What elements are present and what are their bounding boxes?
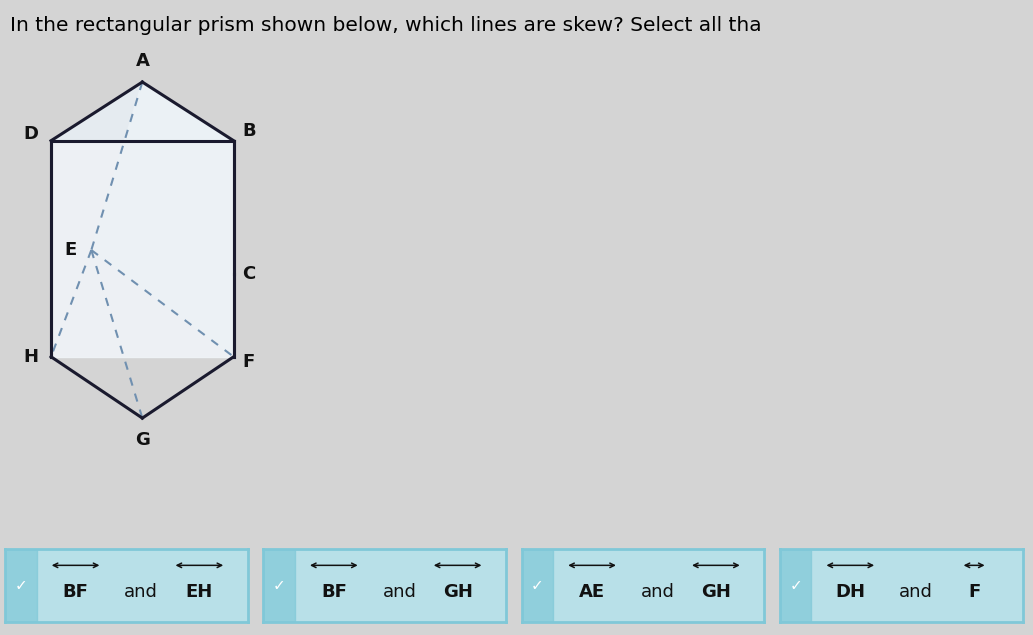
Text: B: B	[242, 122, 255, 140]
Text: F: F	[968, 583, 980, 601]
Text: ✓: ✓	[14, 578, 27, 593]
Text: G: G	[135, 432, 150, 450]
Bar	[780, 549, 812, 622]
Text: GH: GH	[443, 583, 472, 601]
Text: GH: GH	[701, 583, 730, 601]
Bar	[263, 549, 295, 622]
Text: BF: BF	[321, 583, 347, 601]
Text: In the rectangular prism shown below, which lines are skew? Select all tha: In the rectangular prism shown below, wh…	[10, 16, 762, 35]
Text: A: A	[135, 51, 150, 70]
Text: BF: BF	[63, 583, 89, 601]
Text: DH: DH	[836, 583, 866, 601]
Text: ✓: ✓	[531, 578, 543, 593]
Text: E: E	[65, 241, 77, 259]
Text: ✓: ✓	[789, 578, 802, 593]
Text: EH: EH	[186, 583, 213, 601]
Text: and: and	[640, 583, 675, 601]
Text: ✓: ✓	[273, 578, 285, 593]
Text: D: D	[23, 125, 38, 144]
Text: F: F	[243, 353, 255, 371]
Text: AE: AE	[580, 583, 605, 601]
Text: and: and	[124, 583, 158, 601]
Text: C: C	[242, 265, 255, 283]
Text: and: and	[899, 583, 933, 601]
Text: and: and	[382, 583, 416, 601]
Polygon shape	[51, 141, 233, 357]
Bar	[522, 549, 554, 622]
Polygon shape	[51, 82, 233, 141]
Polygon shape	[91, 82, 233, 357]
Text: H: H	[23, 348, 38, 366]
Bar	[5, 549, 37, 622]
